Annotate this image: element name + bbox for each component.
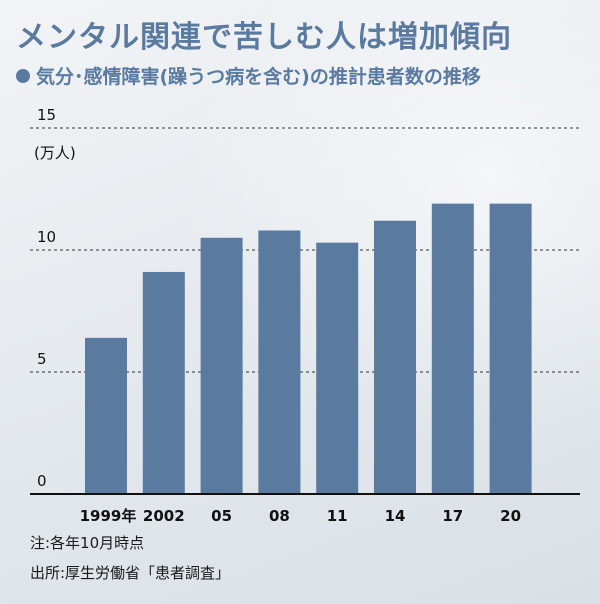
bar-7 — [489, 203, 532, 494]
y-tick-label-10: 10 — [37, 228, 56, 246]
bar-2 — [200, 237, 243, 495]
bar-1 — [142, 271, 185, 494]
y-axis-label: (万人) — [34, 144, 76, 162]
y-tick-label-15: 15 — [37, 106, 56, 124]
x-tick-label-7: 20 — [500, 507, 521, 525]
x-tick-label-2: 05 — [211, 507, 232, 525]
bullet-icon — [16, 68, 30, 83]
chart-subtitle-text: 気分･感情障害(躁うつ病を含む)の推計患者数の推移 — [36, 66, 481, 88]
x-tick-label-4: 11 — [327, 507, 348, 525]
bar-3 — [258, 230, 301, 495]
x-tick-label-3: 08 — [269, 507, 290, 525]
bar-4 — [316, 242, 359, 494]
y-tick-label-5: 5 — [37, 350, 47, 368]
chart-subtitle: 気分･感情障害(躁うつ病を含む)の推計患者数の推移 — [16, 62, 481, 89]
bar-6 — [431, 203, 474, 494]
chart-title: メンタル関連で苦しむ人は増加傾向 — [16, 20, 512, 55]
x-tick-label-6: 17 — [442, 507, 463, 525]
bar-0 — [85, 337, 127, 494]
x-tick-label-0: 1999年 — [80, 507, 137, 525]
y-tick-label-0: 0 — [37, 472, 47, 490]
x-tick-label-1: 2002 — [143, 507, 185, 525]
footnote: 注:各年10月時点 — [30, 534, 145, 552]
x-tick-label-5: 14 — [385, 507, 406, 525]
source-note: 出所:厚生労働省「患者調査」 — [30, 564, 231, 582]
bar-5 — [374, 220, 416, 494]
